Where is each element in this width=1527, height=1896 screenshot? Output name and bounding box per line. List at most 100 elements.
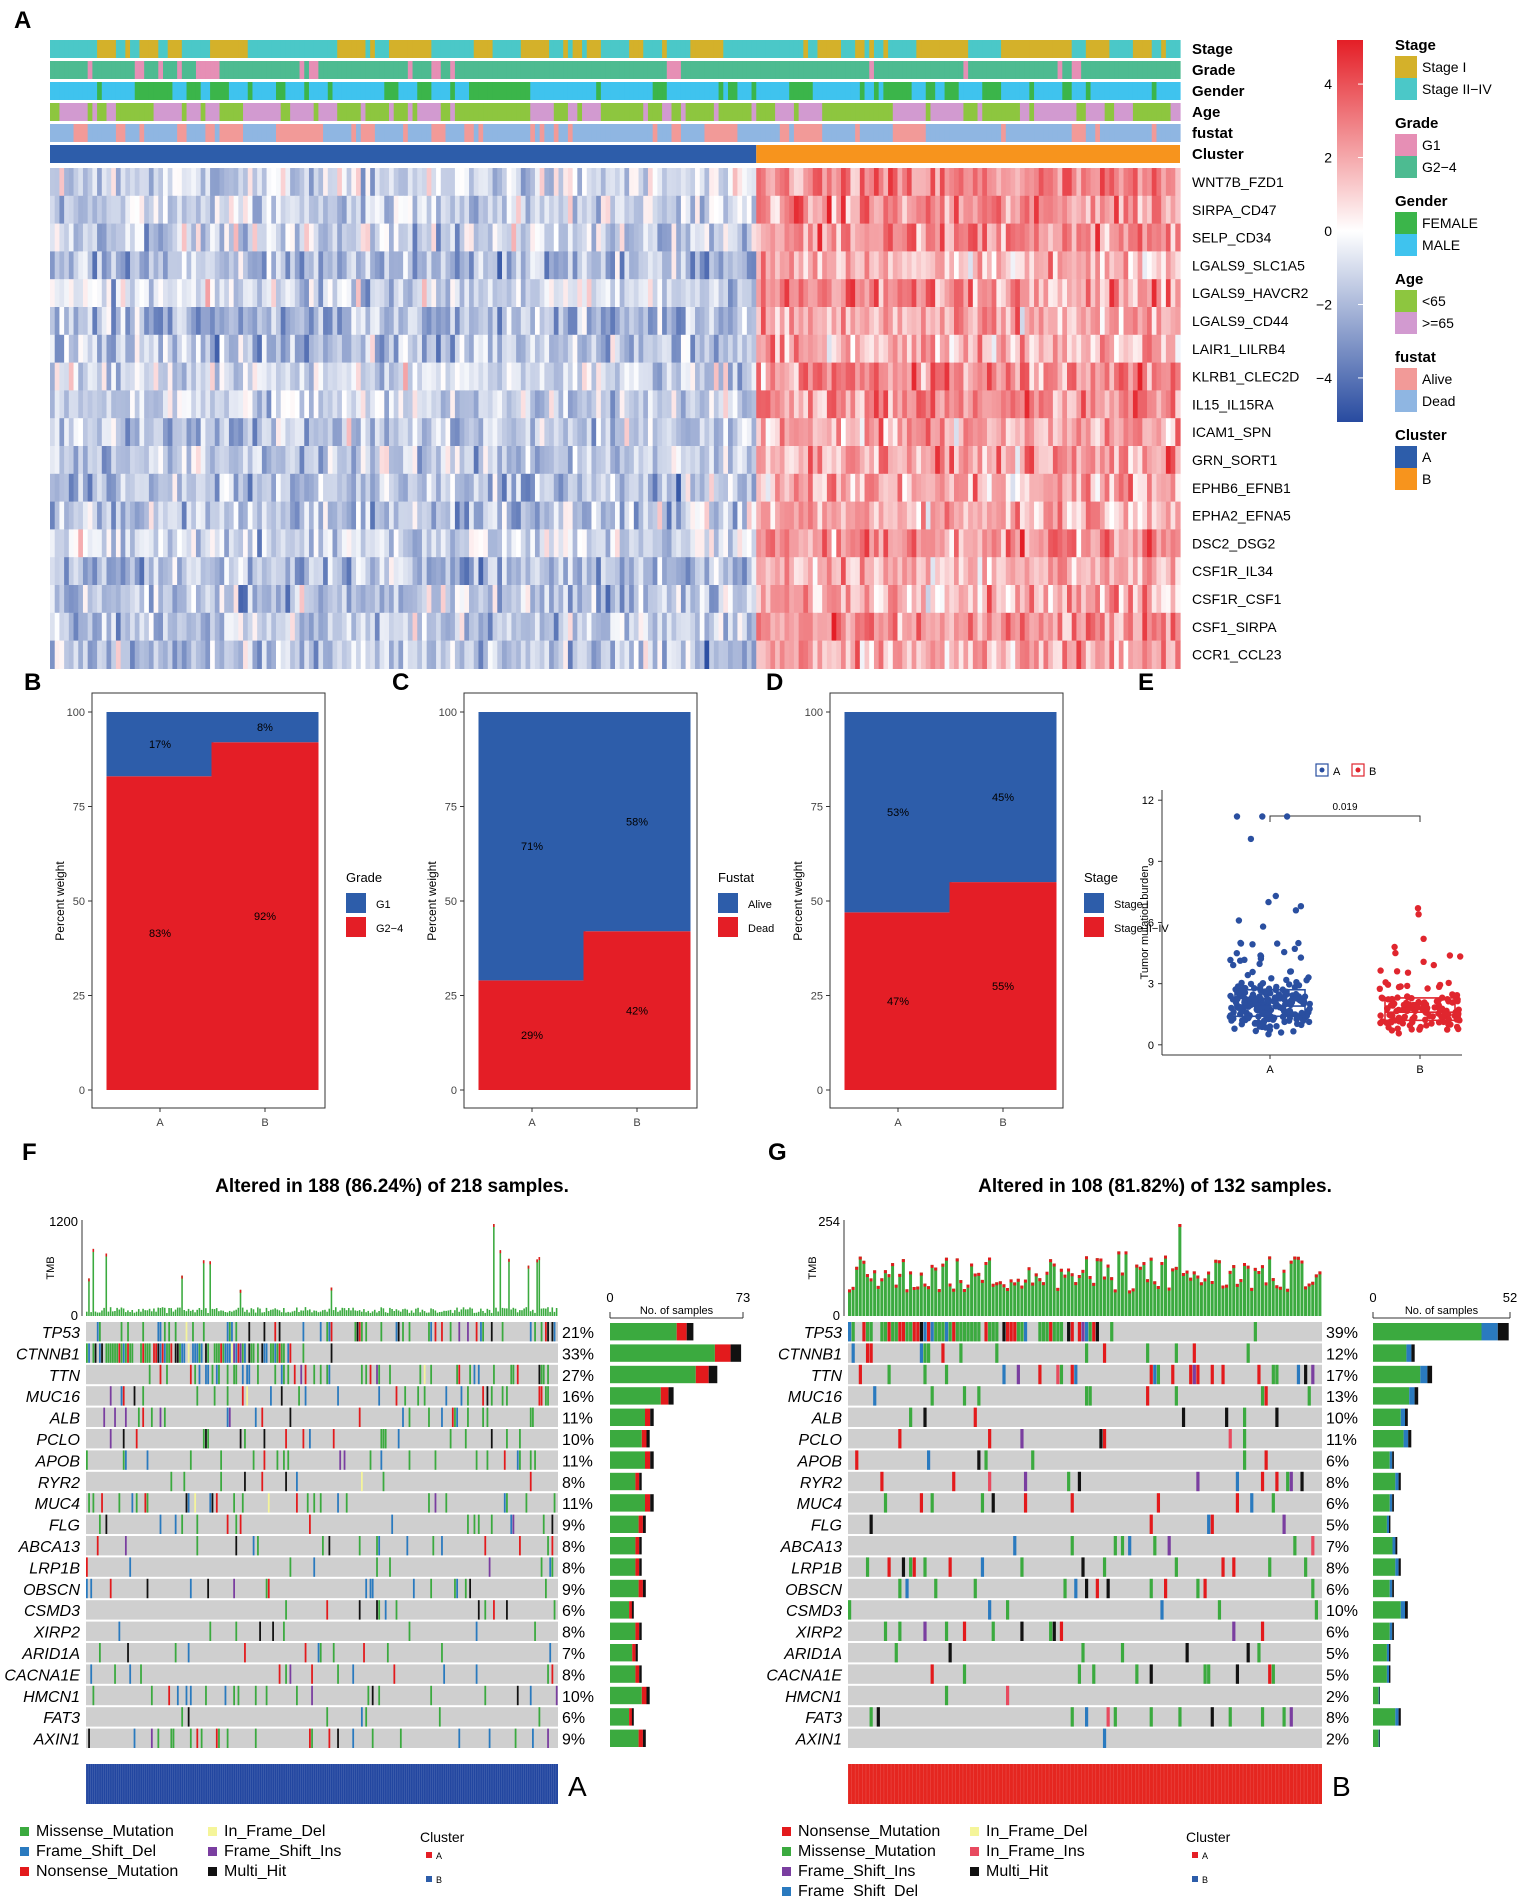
heatmap-cell [869, 168, 875, 197]
annotation-cell [690, 124, 696, 142]
heatmap-cell [163, 390, 169, 419]
heatmap-cell [553, 279, 560, 308]
annotation-cell [1128, 40, 1134, 58]
heatmap-cell [200, 501, 206, 530]
heatmap-cell [1085, 418, 1092, 447]
heatmap-cell [1024, 390, 1030, 419]
heatmap-cell [657, 557, 663, 586]
annotation-cell [1048, 82, 1054, 100]
heatmap-cell [1151, 279, 1158, 308]
heatmap-cell [412, 195, 418, 225]
heatmap-cell [356, 168, 362, 197]
annotation-cell [403, 82, 409, 100]
annotation-cell [982, 61, 988, 79]
heatmap-cell [1038, 418, 1045, 447]
heatmap-cell [1071, 529, 1078, 558]
heatmap-cell [356, 362, 362, 391]
heatmap-cell [1109, 362, 1115, 391]
heatmap-cell [963, 223, 969, 252]
annotation-cell [210, 82, 216, 100]
heatmap-cell [469, 501, 475, 530]
annotation-cell [238, 82, 244, 100]
heatmap-cell [558, 307, 564, 336]
heatmap-cell [728, 585, 734, 614]
annotation-cell [600, 61, 607, 79]
heatmap-cell [1142, 362, 1148, 391]
heatmap-cell [82, 168, 89, 197]
annotation-cell [1128, 124, 1134, 142]
annotation-cell [845, 82, 852, 100]
heatmap-cell [167, 168, 174, 197]
heatmap-cell [958, 390, 965, 419]
heatmap-cell [878, 195, 884, 225]
heatmap-cell [473, 168, 480, 197]
heatmap-cell [506, 446, 513, 475]
heatmap-cell [1015, 195, 1021, 225]
annotation-cell [558, 40, 564, 58]
heatmap-cell [440, 446, 447, 475]
heatmap-cell [50, 223, 56, 252]
heatmap-cell [483, 418, 489, 447]
heatmap-cell [389, 223, 395, 252]
heatmap-cell [982, 557, 988, 586]
heatmap-cell [770, 473, 776, 503]
heatmap-cell [87, 446, 93, 475]
heatmap-cell [398, 557, 404, 586]
heatmap-cell [1109, 223, 1115, 252]
heatmap-cell [172, 501, 178, 530]
annotation-cell [756, 40, 762, 58]
heatmap-cell [125, 334, 131, 364]
heatmap-cell [370, 501, 376, 530]
annotation-cell [186, 61, 192, 79]
heatmap-cell [299, 557, 305, 586]
heatmap-cell [360, 334, 367, 364]
heatmap-cell [1019, 168, 1026, 197]
heatmap-cell [760, 362, 767, 391]
annotation-cell [299, 103, 305, 121]
annotation-cell [454, 103, 461, 121]
heatmap-cell [520, 223, 527, 252]
heatmap-cell [1081, 307, 1087, 336]
annotation-cell [464, 82, 470, 100]
annotation-cell [615, 61, 621, 79]
annotation-cell [746, 103, 753, 121]
heatmap-cell [1001, 501, 1007, 530]
heatmap-cell [746, 307, 753, 336]
heatmap-cell [139, 585, 145, 614]
heatmap-cell [1015, 307, 1021, 336]
heatmap-cell [497, 418, 503, 447]
heatmap-cell [633, 390, 640, 419]
heatmap-cell [591, 362, 597, 391]
heatmap-cell [789, 446, 795, 475]
heatmap-cell [163, 418, 169, 447]
heatmap-cell [478, 529, 484, 558]
annotation-cell [247, 82, 254, 100]
annotation-cell [986, 82, 993, 100]
annotation-cell [393, 61, 400, 79]
heatmap-cell [1175, 557, 1181, 586]
heatmap-cell [605, 168, 611, 197]
heatmap-cell [478, 557, 484, 586]
heatmap-cell [167, 501, 174, 530]
heatmap-cell [97, 585, 103, 614]
heatmap-cell [850, 473, 856, 503]
heatmap-cell [563, 585, 569, 614]
heatmap-cell [629, 279, 635, 308]
annotation-cell [619, 61, 626, 79]
heatmap-cell [506, 195, 513, 225]
heatmap-cell [610, 251, 616, 280]
heatmap-cell [567, 585, 574, 614]
annotation-cell [638, 124, 644, 142]
heatmap-cell [817, 195, 823, 225]
heatmap-cell [991, 557, 997, 586]
annotation-cell [954, 40, 960, 58]
heatmap-cell [1015, 223, 1021, 252]
heatmap-cell [549, 390, 555, 419]
heatmap-cell [713, 557, 720, 586]
heatmap-cell [530, 362, 536, 391]
heatmap-cell [59, 307, 65, 336]
annotation-cell [972, 82, 979, 100]
heatmap-cell [1099, 362, 1106, 391]
heatmap-cell [68, 585, 75, 614]
heatmap-cell [323, 501, 329, 530]
